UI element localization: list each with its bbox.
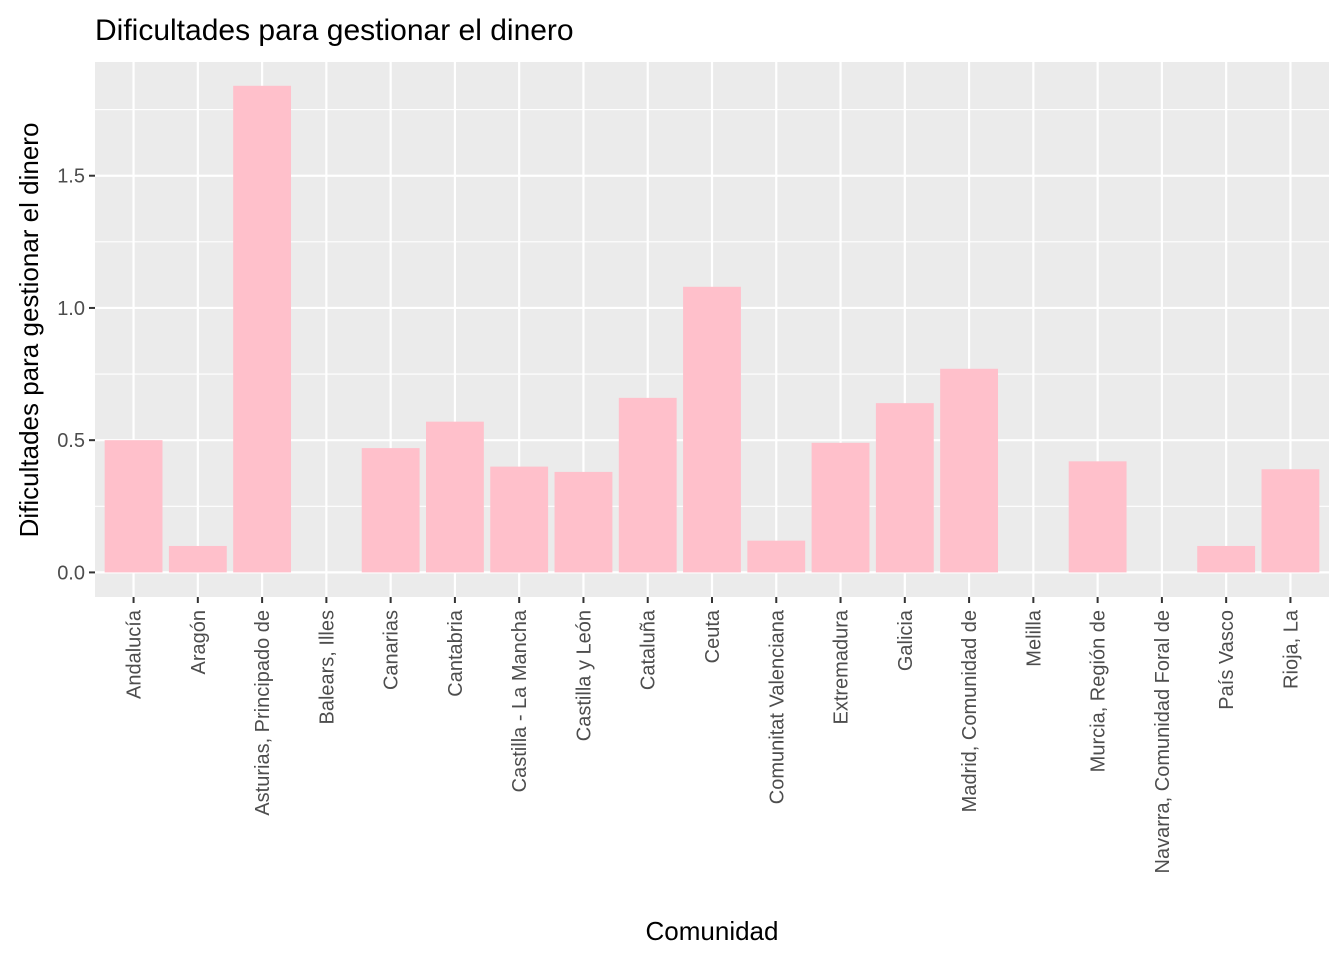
bars	[104, 85, 1320, 573]
y-tick-label: 1.0	[57, 298, 85, 320]
chart-title: Dificultades para gestionar el dinero	[95, 14, 574, 47]
x-tick-label: Ceuta	[702, 609, 724, 663]
x-axis-title: Comunidad	[646, 916, 779, 946]
x-tick-label: Canarias	[381, 610, 403, 690]
y-axis: 0.0 0.5 1.0 1.5	[57, 166, 95, 584]
x-tick-label: Galicia	[895, 609, 917, 671]
x-tick-label: Navarra, Comunidad Foral de	[1152, 610, 1174, 873]
x-axis: Andalucía Aragón Asturias, Principado de Ba…	[124, 597, 1302, 873]
bar	[425, 421, 484, 573]
bar	[683, 286, 741, 573]
bar	[1068, 461, 1127, 573]
bar	[940, 368, 999, 573]
bar	[104, 440, 163, 573]
bar	[490, 466, 549, 573]
y-tick-label: 0.0	[57, 562, 85, 584]
bar	[811, 442, 870, 573]
x-tick-label: Cantabria	[445, 609, 467, 697]
x-tick-label: Aragón	[188, 610, 210, 675]
bar	[747, 540, 806, 573]
x-tick-label: Balears, Illes	[316, 610, 338, 725]
x-tick-label: Murcia, Región de	[1088, 610, 1110, 772]
bar	[1261, 469, 1320, 573]
bar	[168, 545, 227, 573]
x-tick-label: Melilla	[1023, 609, 1045, 667]
x-tick-label: Cataluña	[638, 609, 660, 690]
bar	[554, 471, 613, 573]
x-tick-label: Madrid, Comunidad de	[959, 610, 981, 812]
y-tick-label: 1.5	[57, 166, 85, 188]
x-tick-label: País Vasco	[1216, 610, 1238, 710]
x-tick-label: Asturias, Principado de	[252, 610, 274, 816]
x-tick-label: Rioja, La	[1280, 609, 1302, 689]
x-tick-label: Castilla - La Mancha	[509, 609, 531, 792]
bar	[233, 85, 292, 573]
y-tick-label: 0.5	[57, 430, 85, 452]
bar	[875, 403, 934, 573]
y-axis-title: Dificultades para gestionar el dinero	[14, 123, 44, 538]
bar	[361, 448, 420, 573]
bar	[618, 397, 677, 573]
x-tick-label: Comunitat Valenciana	[766, 609, 788, 804]
x-tick-label: Extremadura	[831, 609, 853, 724]
bar	[1197, 545, 1256, 573]
x-tick-label: Castilla y León	[573, 610, 595, 741]
x-tick-label: Andalucía	[124, 609, 146, 699]
